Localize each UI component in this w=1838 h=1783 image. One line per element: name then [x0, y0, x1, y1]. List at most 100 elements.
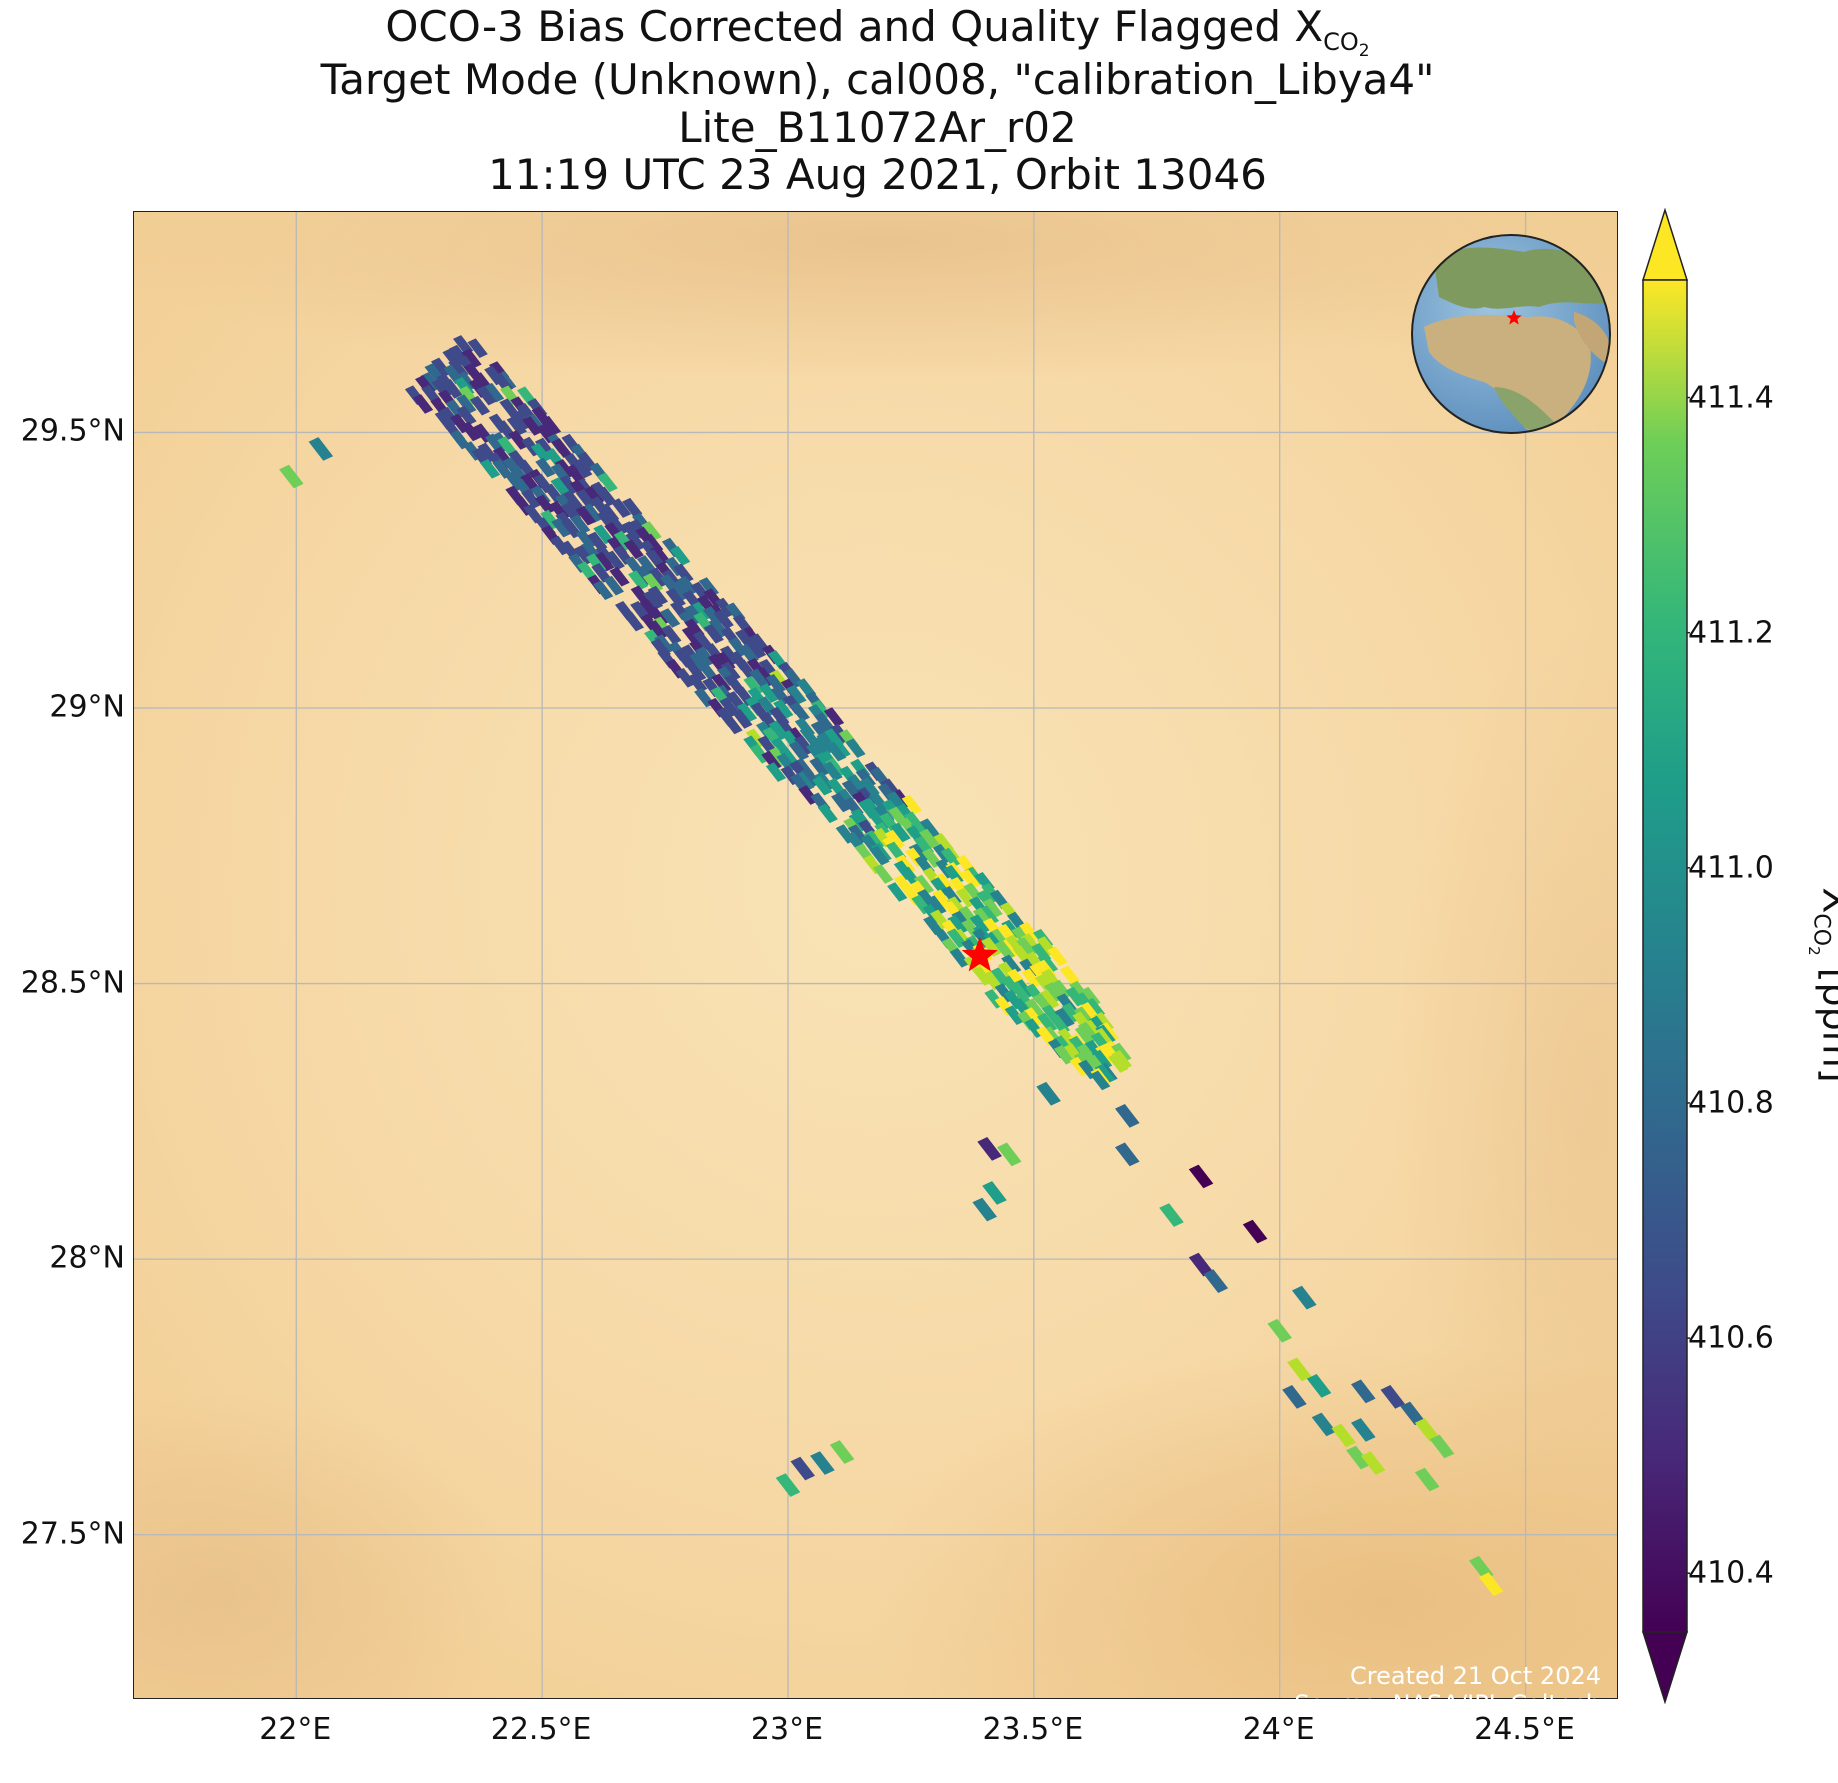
y-tick-label: 29.5°N [20, 413, 125, 449]
scattered-sounding [1429, 1434, 1455, 1459]
swath-sounding [776, 753, 797, 773]
swath-sounding [732, 709, 753, 729]
swath-sounding [674, 648, 695, 668]
swath-sounding [809, 757, 830, 777]
swath-sounding [661, 624, 682, 645]
swath-sounding [812, 775, 833, 796]
map-title-line-1: OCO-3 Bias Corrected and Quality Flagged… [385, 2, 1370, 62]
swath-sounding [695, 646, 716, 666]
swath-sounding [604, 550, 625, 571]
map-title-line-2: Target Mode (Unknown), cal008, "calibrat… [320, 55, 1435, 104]
scattered-sounding [1159, 1203, 1184, 1227]
swath-sounding [859, 777, 880, 797]
swath-sounding [442, 379, 463, 399]
swath-sounding [761, 750, 782, 771]
swath-sounding [749, 668, 770, 689]
swath-sounding [981, 937, 1002, 957]
swath-sounding [603, 575, 624, 596]
x-tick-label: 22.5°E [490, 1712, 592, 1747]
swath-sounding [745, 639, 767, 659]
swath-sounding [822, 761, 843, 782]
scattered-sounding [1351, 1418, 1376, 1442]
swath-sounding [660, 608, 681, 628]
swath-sounding [1001, 954, 1022, 975]
swath-sounding [673, 563, 694, 584]
swath-sounding [575, 489, 596, 509]
swath-sounding [551, 438, 572, 458]
x-tick-label: 23°E [750, 1712, 824, 1747]
swath-sounding [476, 385, 497, 406]
scattered-sounding [308, 437, 334, 461]
scattered-sounding [1203, 1269, 1229, 1293]
swath-sounding [593, 524, 614, 545]
scattered-sounding [1414, 1418, 1440, 1442]
y-tick-label: 29°N [49, 689, 125, 725]
scattered-sounding [1346, 1445, 1371, 1470]
swath-sounding [1108, 1053, 1129, 1073]
swath-sounding [594, 551, 615, 572]
swath-sounding [483, 382, 505, 403]
scattered-sounding [810, 1451, 835, 1475]
globe-land-arabia [1574, 312, 1610, 362]
swath-sounding [788, 741, 810, 761]
credit-source: Source: NASA/JPL-Caltech [1294, 1690, 1601, 1718]
swath-sounding [969, 914, 990, 934]
swath-sounding [933, 833, 954, 853]
scattered-sounding [1115, 1104, 1140, 1128]
swath-sounding [550, 477, 571, 497]
swath-sounding [1023, 1007, 1044, 1027]
swath-sounding [1051, 979, 1072, 1000]
swath-sounding [647, 585, 668, 606]
swath-sounding [1090, 1070, 1111, 1091]
colorbar-tick-label: 411.4 [1688, 380, 1774, 416]
swath-sounding [1024, 998, 1045, 1019]
colorbar-tick-label: 411.2 [1688, 615, 1774, 651]
swath-sounding [609, 566, 630, 587]
dune-field-southwest [134, 1392, 514, 1698]
scattered-sounding [1267, 1318, 1292, 1343]
swath-sounding [530, 442, 552, 463]
swath-sounding [963, 882, 984, 903]
globe-land-green [1494, 387, 1554, 431]
swath-sounding [1054, 1007, 1075, 1028]
globe-land-africa [1424, 314, 1591, 433]
scattered-sounding [972, 1197, 997, 1222]
scattered-sounding [1242, 1219, 1268, 1244]
y-tick-label: 28.5°N [20, 965, 125, 1001]
swath-sounding [982, 970, 1003, 991]
map-panel[interactable] [133, 211, 1618, 1699]
swath-sounding [570, 514, 591, 535]
x-tick-label: 24.5°E [1474, 1712, 1575, 1747]
swath-sounding [591, 563, 612, 583]
swath-sounding [711, 673, 732, 694]
colorbar-tick-label: 410.6 [1688, 1320, 1774, 1356]
swath-sounding [677, 575, 698, 596]
swath-sounding [703, 624, 724, 644]
dune-field-north [134, 212, 1617, 382]
scattered-sounding [1360, 1451, 1386, 1475]
swath-sounding [765, 762, 787, 782]
inset-target-star-icon [1506, 310, 1522, 325]
swath-sounding [431, 357, 452, 378]
swath-sounding [713, 609, 734, 630]
swath-sounding [786, 684, 807, 705]
colorbar-tick-label: 410.8 [1688, 1085, 1774, 1121]
scattered-sounding [1311, 1412, 1337, 1437]
swath-sounding [593, 580, 614, 600]
swath-sounding [1004, 1005, 1025, 1025]
swath-sounding [625, 531, 646, 551]
swath-sounding [1016, 937, 1037, 957]
swath-sounding [823, 707, 845, 727]
swath-sounding [596, 486, 617, 507]
y-tick-label: 28°N [49, 1240, 125, 1276]
swath-sounding [565, 464, 586, 484]
map-canvas[interactable] [134, 212, 1618, 1699]
swath-sounding [743, 675, 764, 696]
scattered-sounding [1380, 1385, 1406, 1409]
scattered-sounding [1188, 1164, 1214, 1189]
swath-sounding [479, 459, 501, 479]
scattered-sounding [1287, 1357, 1312, 1382]
swath-sounding [826, 741, 847, 762]
graticule [134, 212, 1617, 1698]
swath-sounding [1053, 1045, 1075, 1065]
